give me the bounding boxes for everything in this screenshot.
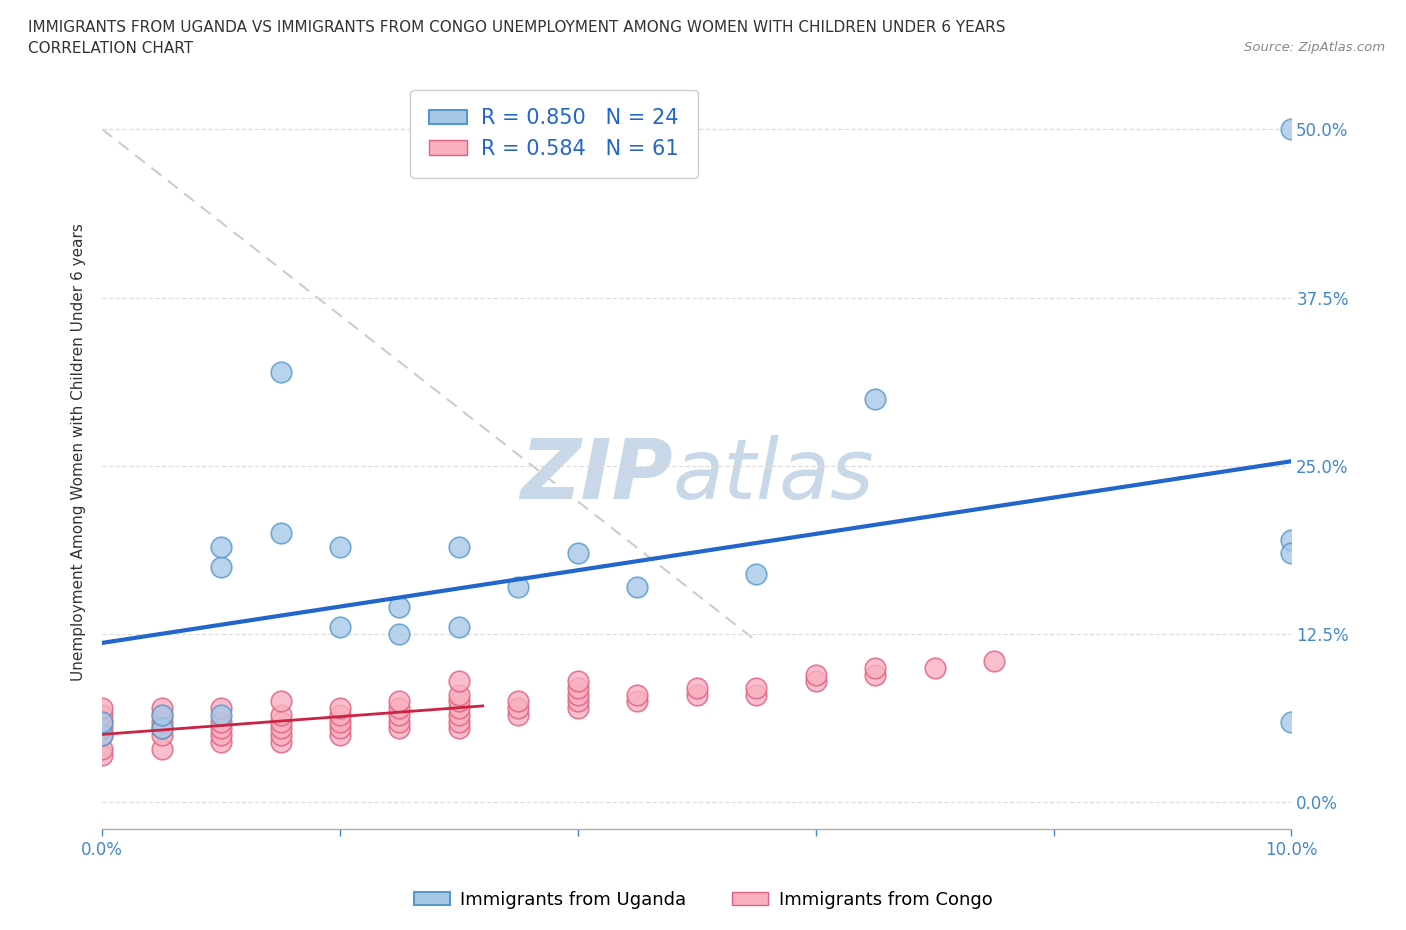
Point	[329, 721, 352, 736]
Point	[1279, 122, 1302, 137]
Point	[270, 735, 292, 750]
Point	[209, 727, 232, 742]
Point	[1279, 533, 1302, 548]
Point	[388, 694, 411, 709]
Text: atlas: atlas	[673, 434, 875, 515]
Point	[150, 708, 173, 723]
Point	[270, 714, 292, 729]
Point	[388, 701, 411, 716]
Point	[388, 721, 411, 736]
Point	[150, 701, 173, 716]
Point	[91, 727, 114, 742]
Point	[447, 620, 470, 635]
Point	[447, 694, 470, 709]
Point	[209, 701, 232, 716]
Legend: Immigrants from Uganda, Immigrants from Congo: Immigrants from Uganda, Immigrants from …	[406, 884, 1000, 916]
Point	[447, 721, 470, 736]
Point	[329, 701, 352, 716]
Point	[91, 708, 114, 723]
Point	[209, 721, 232, 736]
Point	[567, 694, 589, 709]
Text: ZIP: ZIP	[520, 434, 673, 515]
Y-axis label: Unemployment Among Women with Children Under 6 years: Unemployment Among Women with Children U…	[72, 223, 86, 682]
Point	[150, 721, 173, 736]
Point	[447, 539, 470, 554]
Point	[270, 694, 292, 709]
Point	[150, 714, 173, 729]
Point	[329, 714, 352, 729]
Point	[804, 674, 827, 689]
Point	[388, 600, 411, 615]
Point	[209, 560, 232, 575]
Point	[91, 748, 114, 763]
Point	[863, 660, 886, 675]
Legend: R = 0.850   N = 24, R = 0.584   N = 61: R = 0.850 N = 24, R = 0.584 N = 61	[411, 89, 697, 178]
Point	[863, 392, 886, 406]
Text: CORRELATION CHART: CORRELATION CHART	[28, 41, 193, 56]
Point	[91, 721, 114, 736]
Point	[567, 546, 589, 561]
Point	[686, 687, 709, 702]
Point	[447, 701, 470, 716]
Point	[447, 687, 470, 702]
Point	[91, 714, 114, 729]
Point	[508, 694, 530, 709]
Point	[924, 660, 946, 675]
Point	[626, 687, 648, 702]
Point	[329, 727, 352, 742]
Point	[329, 620, 352, 635]
Point	[150, 727, 173, 742]
Point	[270, 727, 292, 742]
Point	[447, 708, 470, 723]
Point	[863, 667, 886, 682]
Point	[567, 687, 589, 702]
Point	[804, 667, 827, 682]
Point	[209, 714, 232, 729]
Point	[686, 681, 709, 696]
Point	[745, 681, 768, 696]
Point	[91, 714, 114, 729]
Point	[388, 708, 411, 723]
Point	[150, 721, 173, 736]
Point	[270, 365, 292, 379]
Point	[1279, 546, 1302, 561]
Point	[447, 714, 470, 729]
Point	[567, 701, 589, 716]
Point	[447, 674, 470, 689]
Point	[209, 735, 232, 750]
Point	[91, 741, 114, 756]
Text: IMMIGRANTS FROM UGANDA VS IMMIGRANTS FROM CONGO UNEMPLOYMENT AMONG WOMEN WITH CH: IMMIGRANTS FROM UGANDA VS IMMIGRANTS FRO…	[28, 20, 1005, 35]
Point	[388, 714, 411, 729]
Point	[388, 627, 411, 642]
Point	[270, 525, 292, 540]
Point	[745, 687, 768, 702]
Point	[1279, 714, 1302, 729]
Point	[150, 708, 173, 723]
Point	[329, 539, 352, 554]
Point	[209, 708, 232, 723]
Point	[91, 701, 114, 716]
Text: Source: ZipAtlas.com: Source: ZipAtlas.com	[1244, 41, 1385, 54]
Point	[508, 708, 530, 723]
Point	[329, 708, 352, 723]
Point	[508, 701, 530, 716]
Point	[745, 566, 768, 581]
Point	[91, 727, 114, 742]
Point	[626, 579, 648, 594]
Point	[270, 721, 292, 736]
Point	[270, 708, 292, 723]
Point	[150, 741, 173, 756]
Point	[567, 674, 589, 689]
Point	[209, 539, 232, 554]
Point	[626, 694, 648, 709]
Point	[983, 654, 1005, 669]
Point	[567, 681, 589, 696]
Point	[508, 579, 530, 594]
